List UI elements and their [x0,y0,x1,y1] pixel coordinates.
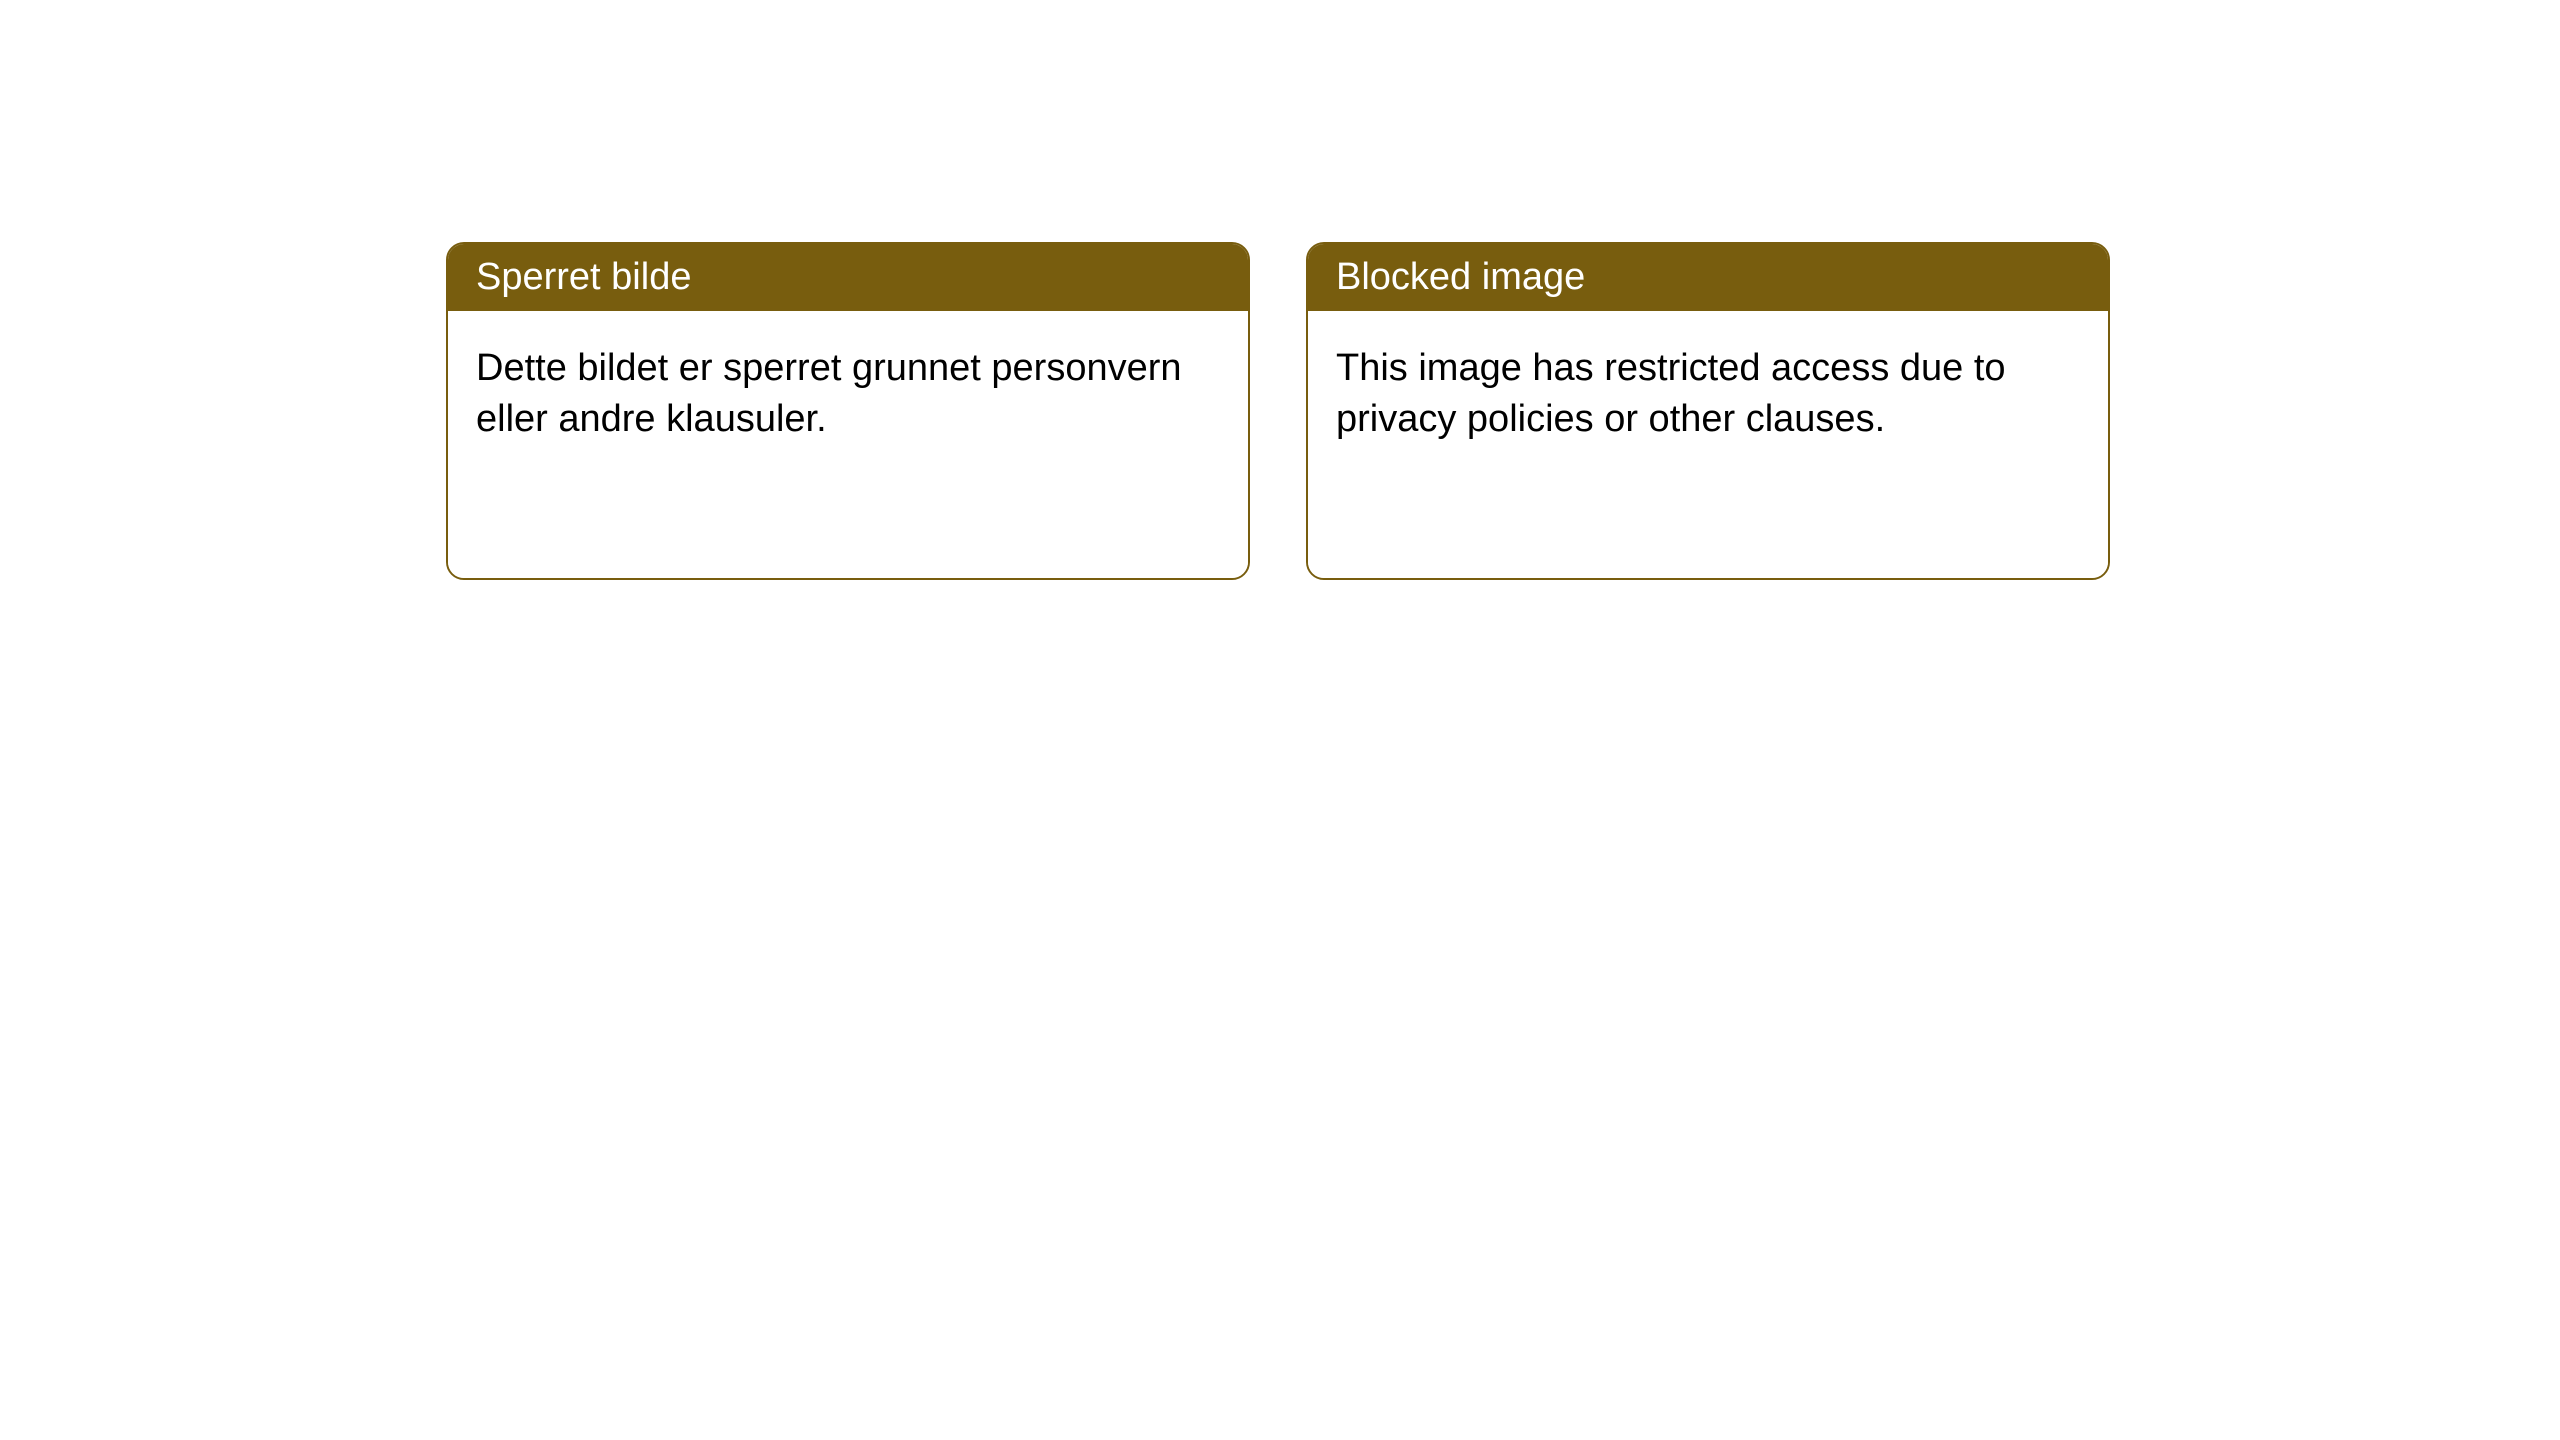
card-title: Sperret bilde [476,256,691,298]
blocked-image-card-en: Blocked image This image has restricted … [1306,242,2110,580]
card-body-text: This image has restricted access due to … [1336,347,2006,440]
notice-cards-container: Sperret bilde Dette bildet er sperret gr… [446,242,2110,580]
card-body: This image has restricted access due to … [1308,311,2108,578]
card-title: Blocked image [1336,256,1585,298]
card-header: Sperret bilde [448,244,1248,311]
blocked-image-card-no: Sperret bilde Dette bildet er sperret gr… [446,242,1250,580]
card-body-text: Dette bildet er sperret grunnet personve… [476,347,1182,440]
card-body: Dette bildet er sperret grunnet personve… [448,311,1248,578]
card-header: Blocked image [1308,244,2108,311]
